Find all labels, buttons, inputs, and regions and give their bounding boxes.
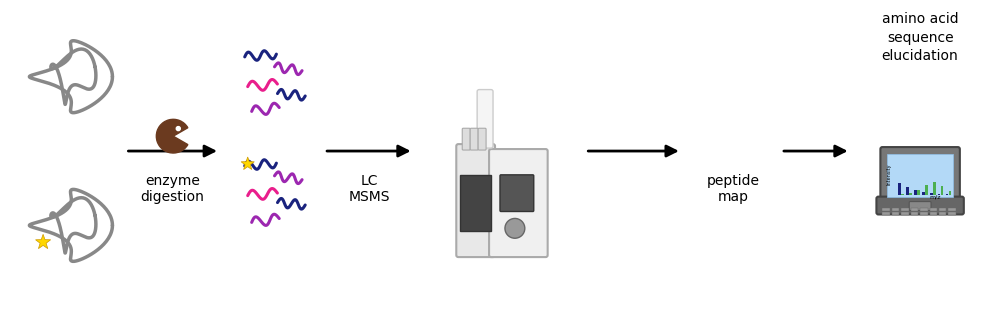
FancyBboxPatch shape	[470, 128, 478, 150]
Bar	[914, 190, 916, 195]
Bar	[910, 208, 918, 211]
FancyBboxPatch shape	[909, 202, 931, 211]
Bar	[920, 212, 927, 215]
Bar	[891, 208, 899, 211]
Bar	[933, 182, 935, 195]
Bar	[901, 212, 908, 215]
Circle shape	[505, 218, 525, 238]
Text: m/z: m/z	[929, 195, 941, 200]
Bar	[925, 185, 927, 195]
Bar	[929, 208, 937, 211]
Bar	[917, 190, 919, 195]
FancyBboxPatch shape	[460, 175, 491, 231]
Text: peptide
map: peptide map	[707, 174, 760, 204]
Bar	[922, 192, 924, 195]
Bar	[949, 191, 951, 195]
Bar	[941, 186, 943, 195]
Bar	[882, 212, 889, 215]
FancyBboxPatch shape	[477, 90, 493, 148]
Circle shape	[176, 127, 180, 131]
Bar	[906, 187, 908, 195]
FancyBboxPatch shape	[489, 149, 548, 257]
Bar	[929, 212, 937, 215]
Bar	[948, 212, 956, 215]
Bar	[909, 193, 911, 195]
FancyBboxPatch shape	[876, 197, 964, 215]
Bar	[930, 193, 932, 195]
FancyBboxPatch shape	[887, 154, 953, 197]
FancyBboxPatch shape	[478, 128, 486, 150]
Bar	[946, 194, 948, 195]
Bar	[901, 208, 908, 211]
FancyBboxPatch shape	[462, 128, 470, 150]
Bar	[948, 208, 956, 211]
Text: enzyme
digestion: enzyme digestion	[140, 174, 204, 204]
Bar	[901, 194, 903, 195]
Wedge shape	[156, 119, 188, 153]
Bar	[898, 183, 900, 195]
Text: LC
MSMS: LC MSMS	[349, 174, 389, 204]
FancyBboxPatch shape	[880, 147, 960, 202]
Bar	[910, 212, 918, 215]
FancyBboxPatch shape	[500, 175, 534, 211]
Polygon shape	[36, 234, 51, 248]
Bar	[882, 208, 889, 211]
Bar	[891, 212, 899, 215]
Bar	[938, 194, 940, 195]
Bar	[939, 208, 946, 211]
FancyBboxPatch shape	[456, 144, 495, 257]
Bar	[920, 208, 927, 211]
Bar	[939, 212, 946, 215]
Polygon shape	[241, 157, 254, 169]
Text: Intensity: Intensity	[886, 163, 891, 185]
Text: amino acid
sequence
elucidation: amino acid sequence elucidation	[881, 12, 958, 63]
